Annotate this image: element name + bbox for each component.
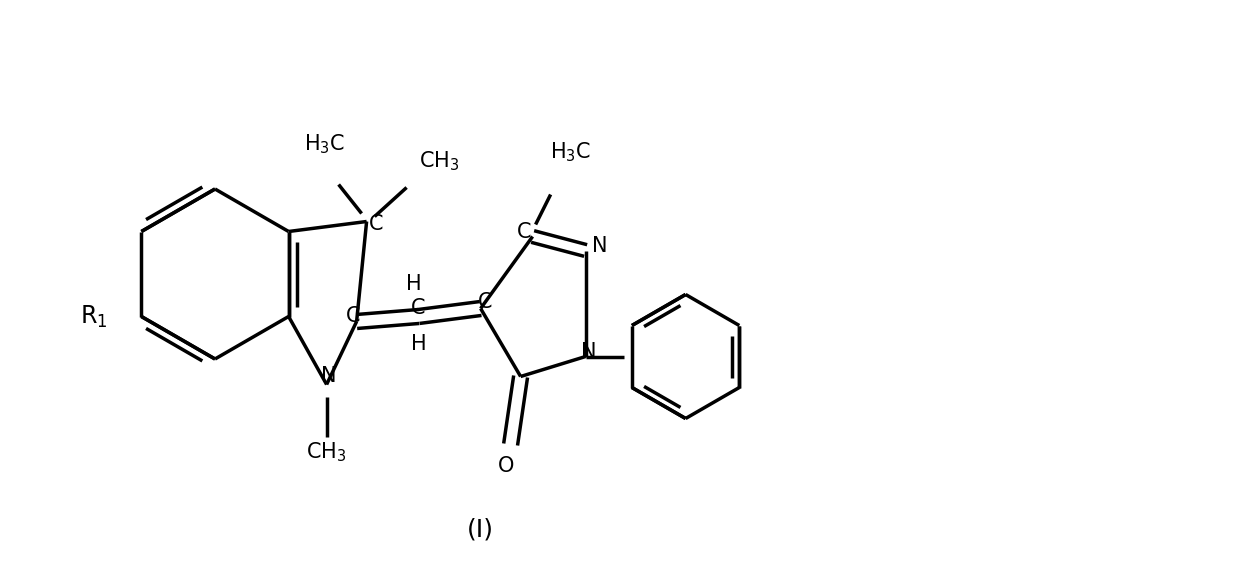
Text: C: C — [412, 297, 425, 318]
Text: CH$_3$: CH$_3$ — [306, 441, 347, 464]
Text: H$_3$C: H$_3$C — [551, 141, 591, 164]
Text: C: C — [517, 221, 532, 242]
Text: O: O — [497, 457, 513, 477]
Text: H: H — [410, 335, 427, 354]
Text: N: N — [321, 367, 336, 387]
Text: C: C — [479, 291, 492, 311]
Text: R$_1$: R$_1$ — [79, 304, 107, 329]
Text: H: H — [405, 274, 422, 294]
Text: C: C — [370, 214, 384, 234]
Text: C: C — [346, 305, 361, 325]
Text: (Ⅰ): (Ⅰ) — [466, 517, 494, 541]
Text: CH$_3$: CH$_3$ — [419, 150, 460, 173]
Text: N: N — [580, 342, 596, 361]
Text: N: N — [591, 235, 608, 256]
Text: H$_3$C: H$_3$C — [304, 133, 345, 157]
